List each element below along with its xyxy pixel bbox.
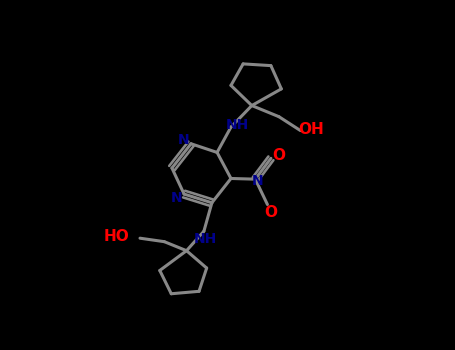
Text: O: O — [272, 148, 285, 163]
Text: NH: NH — [194, 232, 217, 246]
Text: N: N — [177, 133, 189, 147]
Text: OH: OH — [298, 122, 324, 136]
Text: HO: HO — [104, 229, 130, 244]
Text: N: N — [171, 191, 182, 205]
Text: O: O — [264, 205, 278, 220]
Text: N: N — [252, 174, 264, 188]
Text: NH: NH — [226, 118, 249, 132]
